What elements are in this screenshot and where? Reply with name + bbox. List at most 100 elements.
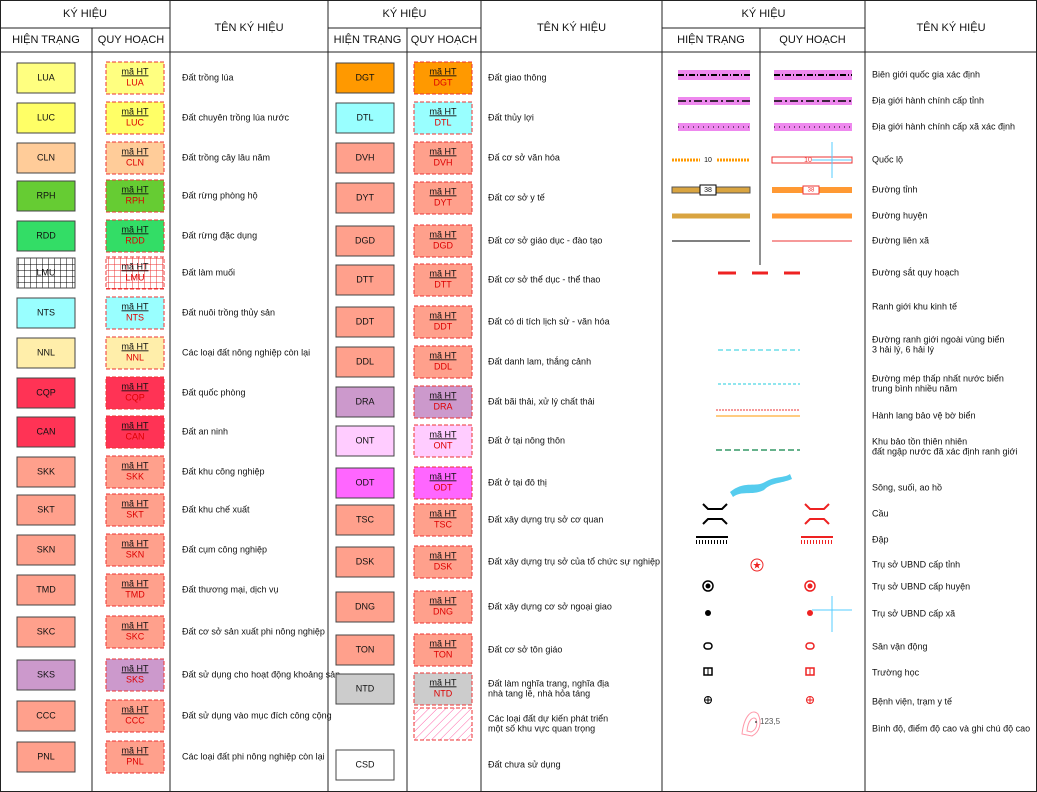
current-code: DTL [356, 112, 373, 122]
planned-box [105, 256, 165, 290]
planned-box [413, 263, 473, 297]
current-code: CLN [37, 152, 55, 162]
current-code: DGT [356, 72, 376, 82]
current-box [16, 741, 76, 773]
planned-code: SKK [126, 471, 144, 481]
river [730, 474, 792, 497]
planned-code: CLN [126, 157, 144, 167]
symbol-name: Biên giới quốc gia xác định [872, 69, 980, 79]
symbol-name: một số khu vực quan trọng [488, 723, 595, 733]
symbol-name: Đất cơ sở tôn giáo [488, 644, 562, 654]
current-code: NNL [37, 347, 55, 357]
planned-box [413, 305, 473, 339]
current-box [335, 749, 395, 781]
planned-code: ONT [434, 440, 454, 450]
symbol-name: Đấ cơ sở văn hóa [488, 152, 560, 162]
symbol-name: Đất rừng phòng hộ [182, 190, 258, 200]
symbol-name: Sân vận động [872, 641, 928, 651]
stadium [703, 642, 713, 650]
current-code: ONT [356, 435, 376, 445]
current-box [16, 377, 76, 409]
planned-code: RDD [125, 235, 145, 245]
symbol: 123,5 [741, 711, 781, 737]
symbol-name: Đất danh lam, thắng cảnh [488, 356, 591, 366]
current-box [16, 574, 76, 606]
planned-label: mã HT [430, 310, 458, 320]
symbol-name: Bình độ, điểm độ cao và ghi chú độ cao [872, 723, 1030, 733]
symbol: ★ [750, 558, 764, 572]
current-box [335, 673, 395, 705]
stadium [805, 642, 815, 650]
symbol-name: Đất trồng cây lâu năm [182, 152, 270, 162]
planned-label: mã HT [430, 106, 458, 116]
current-box [16, 534, 76, 566]
planned-box [413, 707, 473, 741]
planned-label: mã HT [430, 677, 458, 687]
contour [746, 717, 758, 733]
rail [768, 271, 784, 275]
header-name: TÊN KÝ HIỆU [537, 21, 606, 34]
symbol-name: Đất nuôi trồng thủy sản [182, 307, 275, 317]
symbol-name: nhà tang lễ, nhà hỏa táng [488, 688, 590, 698]
symbol-name: Đất bãi thải, xử lý chất thải [488, 396, 595, 406]
current-box [335, 591, 395, 623]
planned-box [413, 503, 473, 537]
header-symbol: KÝ HIỆU [741, 7, 785, 20]
planned-box [105, 61, 165, 95]
current-box [335, 225, 395, 257]
current-code: DGD [355, 235, 376, 245]
planned-box [413, 61, 473, 95]
symbol [672, 213, 852, 219]
dot [807, 583, 813, 589]
symbol [678, 97, 852, 105]
current-code: TON [356, 644, 375, 654]
planned-label: mã HT [122, 381, 150, 391]
planned-code: NNL [126, 352, 144, 362]
current-box [335, 142, 395, 174]
symbol-name: Đất xây dựng cơ sở ngoại giao [488, 601, 612, 611]
road-label: 38 [704, 187, 712, 194]
current-box [335, 62, 395, 94]
planned-box [105, 455, 165, 489]
current-code: DDL [356, 356, 374, 366]
symbol-name: Đường mép thấp nhất nước biển [872, 373, 1004, 383]
symbol: 10 10 [672, 142, 853, 178]
current-box [16, 659, 76, 691]
current-code: LMU [36, 267, 55, 277]
symbol-name: Các loại đất phi nông nghiệp còn lại [182, 751, 325, 761]
planned-code: SKN [126, 549, 145, 559]
planned-box [105, 658, 165, 692]
current-code: RPH [36, 190, 55, 200]
planned-label: mã HT [122, 224, 150, 234]
current-code: LUA [37, 72, 55, 82]
current-code: CQP [36, 387, 56, 397]
symbol-name: Đất cụm công nghiệp [182, 544, 267, 554]
symbol-name: Đất khu chế xuất [182, 504, 250, 514]
symbol-name: Đất cơ sở y tế [488, 192, 545, 202]
current-code: SKN [37, 544, 56, 554]
current-code: DTT [356, 274, 374, 284]
current-code: PNL [37, 751, 55, 761]
symbol [703, 642, 815, 650]
symbol-name: Đất cơ sở sản xuất phi nông nghiệp [182, 626, 325, 636]
symbol-name: Đất cơ sở thể dục - thể thao [488, 274, 600, 284]
symbol-name: Đường liên xã [872, 235, 929, 245]
planned-code: DDT [434, 321, 453, 331]
symbol-name: Đất ở tại nông thôn [488, 435, 565, 445]
planned-box [413, 141, 473, 175]
symbol-name: Đất rừng đặc dụng [182, 230, 257, 240]
current-code: DNG [355, 601, 375, 611]
symbol [678, 70, 852, 80]
current-code: DSK [356, 556, 375, 566]
symbol-name: Đất thủy lợi [488, 112, 534, 122]
symbol [718, 271, 800, 275]
symbol-name: Địa giới hành chính cấp xã xác định [872, 121, 1015, 131]
planned-code: TON [434, 649, 453, 659]
symbol [696, 536, 833, 544]
symbol-name: Hành lang bảo vệ bờ biển [872, 410, 975, 420]
planned-code: CQP [125, 392, 145, 402]
planned-label: mã HT [122, 578, 150, 588]
current-code: SKC [37, 626, 56, 636]
planned-code: NTS [126, 312, 144, 322]
current-code: NTS [37, 307, 55, 317]
